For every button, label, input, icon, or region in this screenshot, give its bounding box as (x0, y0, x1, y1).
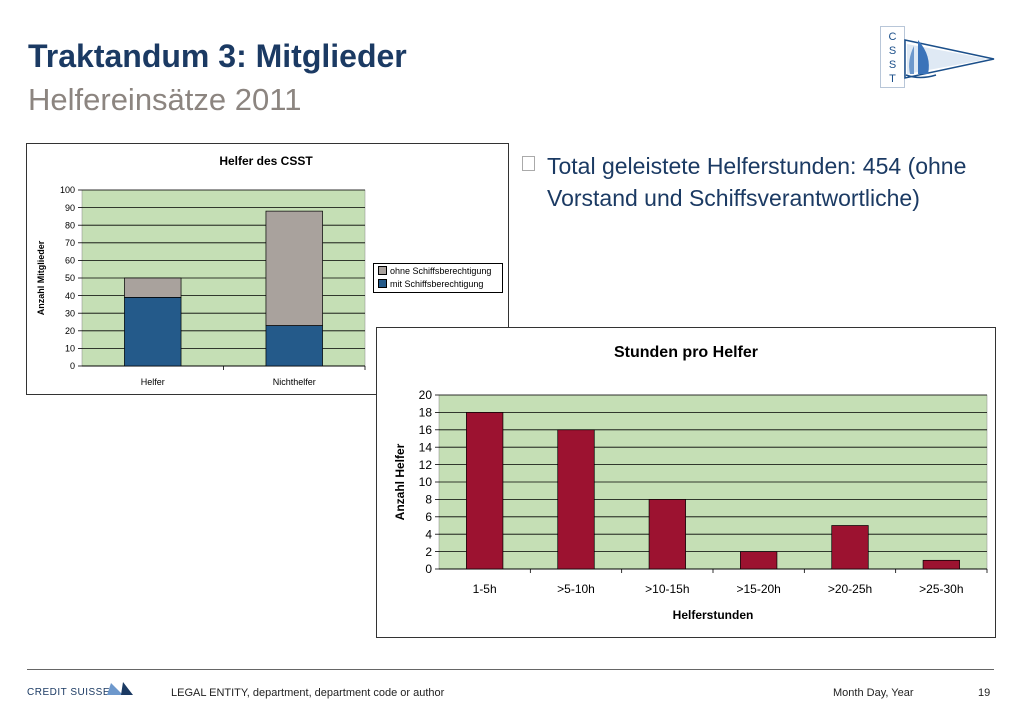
sailboat-flag-icon (904, 39, 995, 79)
legend-item-ohne: ohne Schiffsberechtigung (378, 266, 491, 276)
y-tick-label: 4 (425, 527, 432, 541)
chart1-ylabel: Anzahl Mitglieder (36, 240, 46, 315)
y-tick-label: 0 (425, 562, 432, 576)
y-tick-label: 70 (65, 238, 75, 248)
bar-nichthelfer-s0 (265, 325, 323, 367)
y-tick-label: 30 (65, 308, 75, 318)
legend-item-mit: mit Schiffsberechtigung (378, 279, 483, 289)
y-tick-label: 0 (70, 361, 75, 371)
chart1-legend: ohne Schiffsberechtigung mit Schiffsbere… (373, 263, 503, 293)
y-tick-label: 12 (419, 458, 433, 472)
bullet-item: Total geleistete Helferstunden: 454 (ohn… (547, 153, 967, 211)
bar-nichthelfer-s1 (265, 210, 323, 326)
logo-letter-t: T (889, 73, 896, 85)
chart2-bars (466, 412, 960, 570)
y-tick-label: 10 (65, 344, 75, 354)
x-tick-label: Helfer (141, 377, 165, 387)
y-tick-label: 100 (60, 185, 75, 195)
legend-swatch-ohne (378, 266, 387, 275)
bullet-list: Total geleistete Helferstunden: 454 (ohn… (522, 150, 982, 214)
y-tick-label: 60 (65, 256, 75, 266)
bar--20-25h-s0 (831, 525, 869, 570)
footer-page-number: 19 (978, 687, 991, 699)
bar--15-20h-s0 (740, 551, 778, 570)
x-tick-label: >20-25h (828, 582, 872, 596)
chart2-ylabel: Anzahl Helfer (393, 443, 407, 520)
y-tick-label: 50 (65, 273, 75, 283)
y-tick-label: 2 (425, 545, 432, 559)
chart2-x-labels: 1-5h >5-10h >10-15h >15-20h >20-25h >25-30h (473, 582, 964, 596)
bullet-marker-icon (522, 156, 535, 171)
y-tick-label: 40 (65, 291, 75, 301)
legend-label-mit: mit Schiffsberechtigung (390, 279, 484, 289)
footer-brand-text: Credit Suisse (27, 687, 110, 698)
bar-helfer-s1 (124, 277, 182, 298)
y-tick-label: 90 (65, 203, 75, 213)
csst-logo: C S S T (880, 26, 998, 88)
chart-helfer-svg: Helfer des CSST 0 10 20 30 40 50 60 70 80 90 100 H… (36, 154, 366, 387)
footer-divider (27, 669, 994, 670)
x-tick-label: >15-20h (736, 582, 780, 596)
chart2-title: Stunden pro Helfer (614, 344, 758, 361)
y-tick-label: 6 (425, 510, 432, 524)
logo-letter-s2: S (889, 59, 896, 71)
legend-swatch-mit (378, 279, 387, 288)
y-tick-label: 20 (419, 388, 433, 402)
y-tick-label: 14 (419, 440, 433, 454)
y-tick-label: 20 (65, 326, 75, 336)
slide-subtitle: Helfereinsätze 2011 (28, 82, 302, 117)
chart2-y-ticks: 0 2 4 6 8 10 12 14 16 18 20 (419, 388, 433, 576)
bar-1-5h-s0 (466, 412, 504, 570)
y-tick-label: 80 (65, 220, 75, 230)
x-tick-label: 1-5h (473, 582, 497, 596)
bar--25-30h-s0 (922, 559, 960, 570)
bar--10-15h-s0 (648, 499, 686, 570)
chart-stunden-svg: Stunden pro Helfer 0 2 4 6 8 10 12 14 16 18 20 1-5… (393, 344, 988, 622)
y-tick-label: 8 (425, 493, 432, 507)
sail-icon (107, 682, 133, 695)
chart-stunden-pro-helfer: Stunden pro Helfer 0 2 4 6 8 10 12 14 16 18 20 1-5… (376, 327, 996, 638)
footer-date: Month Day, Year (833, 687, 914, 699)
bar--5-10h-s0 (557, 429, 595, 570)
legend-label-ohne: ohne Schiffsberechtigung (390, 266, 492, 276)
credit-suisse-logo: Credit Suisse (27, 679, 137, 703)
x-tick-label: >25-30h (919, 582, 963, 596)
chart1-title: Helfer des CSST (219, 154, 313, 168)
x-tick-label: Nichthelfer (273, 377, 316, 387)
y-tick-label: 10 (419, 475, 433, 489)
bar-helfer-s0 (124, 297, 182, 367)
y-tick-label: 16 (419, 423, 433, 437)
x-tick-label: >10-15h (645, 582, 689, 596)
footer-entity: LEGAL ENTITY, department, department cod… (171, 687, 445, 699)
x-tick-label: >5-10h (557, 582, 595, 596)
chart1-y-ticks: 0 10 20 30 40 50 60 70 80 90 100 (60, 185, 75, 371)
chart2-gridlines (435, 394, 988, 573)
logo-letter-s1: S (889, 45, 896, 57)
y-tick-label: 18 (419, 406, 433, 420)
chart1-x-labels: Helfer Nichthelfer (141, 377, 316, 387)
chart1-bars (124, 210, 323, 367)
slide-title: Traktandum 3: Mitglieder (28, 38, 407, 74)
chart2-xlabel: Helferstunden (673, 608, 754, 622)
logo-letter-c: C (889, 31, 897, 43)
